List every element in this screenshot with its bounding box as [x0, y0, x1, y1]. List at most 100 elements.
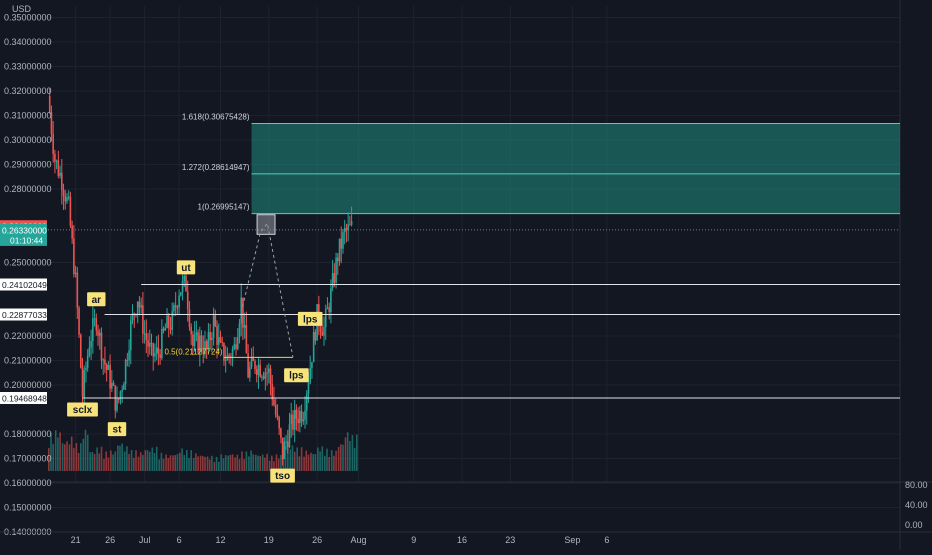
time-axis-label: 23 — [505, 535, 515, 545]
candle-body — [195, 332, 198, 336]
candle-body — [188, 308, 191, 327]
candle-body — [62, 190, 65, 196]
candle-body — [86, 355, 89, 368]
volume-bar — [282, 447, 285, 471]
candle-body — [350, 221, 353, 225]
volume-axis-label: 80.00 — [905, 480, 928, 490]
candle-body — [57, 160, 60, 176]
candle-body — [78, 307, 80, 335]
volume-bar — [110, 450, 112, 471]
target-zone-fill — [251, 123, 901, 214]
volume-bar — [96, 447, 98, 471]
volume-bar — [54, 430, 57, 471]
price-axis-label: 0.29000000 — [4, 160, 52, 170]
time-axis-label: 6 — [177, 535, 182, 545]
time-axis-label: 16 — [457, 535, 467, 545]
price-axis-label: 0.25000000 — [4, 258, 52, 268]
volume-bar — [202, 456, 204, 471]
candle-body — [238, 323, 241, 338]
candle-body — [305, 393, 308, 411]
annotation-text: lps — [303, 314, 318, 325]
candle-body — [328, 307, 330, 312]
candle-body — [204, 341, 206, 355]
volume-bar — [310, 452, 312, 471]
candle-body — [88, 347, 91, 356]
projection-path — [242, 214, 294, 358]
volume-bar — [190, 450, 192, 471]
candle-body — [192, 334, 194, 346]
candle-body — [143, 333, 146, 335]
candle-body — [297, 418, 299, 424]
volume-bar — [245, 451, 248, 471]
candle-body — [214, 315, 217, 326]
candle-body — [154, 353, 156, 357]
candle-body — [64, 195, 67, 202]
time-axis-label: 26 — [105, 535, 115, 545]
candle-body — [67, 196, 70, 198]
candle-body — [283, 441, 286, 459]
volume-bar — [61, 443, 64, 471]
volume-bar — [324, 455, 326, 471]
candle-body — [207, 332, 210, 349]
volume-bar — [248, 456, 250, 471]
candle-body — [161, 328, 163, 359]
volume-bar — [298, 456, 301, 471]
candle-body — [123, 384, 125, 390]
fib-level-label: 1.272(0.28614947) — [182, 163, 250, 172]
time-axis-label: 21 — [71, 535, 81, 545]
volume-bar — [261, 454, 264, 471]
volume-bar — [114, 451, 117, 471]
candle-body — [288, 424, 291, 448]
volume-bar — [66, 441, 68, 471]
volume-bar — [340, 444, 342, 471]
volume-bar — [300, 447, 303, 471]
volume-bar — [137, 456, 140, 471]
volume-bar — [231, 454, 234, 471]
candle-body — [69, 196, 72, 226]
volume-bar — [349, 441, 351, 471]
price-axis-label: 0.33000000 — [4, 62, 52, 72]
candle-body — [257, 364, 260, 376]
candle-body — [200, 335, 203, 349]
candle-body — [302, 419, 305, 422]
annotation-tag — [107, 422, 127, 437]
volume-bar — [181, 448, 183, 471]
candle-body — [202, 348, 205, 355]
candle-body — [164, 327, 167, 331]
candle-body — [138, 301, 141, 308]
candle-body — [197, 332, 199, 353]
volume-bar — [259, 456, 261, 471]
countdown-label: 01:10:44 — [10, 235, 43, 245]
volume-axis-label: 40.00 — [905, 500, 928, 510]
volume-bar — [303, 456, 305, 471]
candle-body — [290, 414, 293, 425]
volume-bar — [215, 457, 218, 471]
volume-bar — [155, 446, 158, 471]
currency-label: USD — [12, 4, 32, 14]
candle-body — [116, 398, 118, 411]
volume-bar — [321, 446, 324, 471]
candle-body — [280, 428, 282, 438]
volume-bar — [206, 456, 209, 471]
volume-bar — [126, 446, 128, 471]
level-price-tag — [0, 278, 47, 291]
candle-body — [131, 313, 134, 321]
candle-body — [92, 318, 94, 342]
time-axis[interactable]: 21 26 Jul 6 12 19 26 Aug 9 16 23 Sep 6 — [0, 531, 932, 545]
candle-body — [183, 275, 186, 282]
candle-body — [74, 272, 77, 275]
volume-bar — [70, 436, 73, 471]
volume-bar — [73, 447, 75, 471]
volume-bar — [277, 458, 280, 471]
time-axis-label: 19 — [264, 535, 274, 545]
candle-body — [185, 275, 187, 292]
volume-bar — [224, 455, 227, 471]
level-price-tag — [0, 308, 47, 321]
candle-body — [340, 238, 343, 249]
candle-body — [231, 348, 234, 358]
candle-body — [109, 364, 111, 389]
candle-body — [216, 325, 218, 345]
volume-bar — [105, 451, 107, 471]
candle-body — [136, 301, 139, 315]
